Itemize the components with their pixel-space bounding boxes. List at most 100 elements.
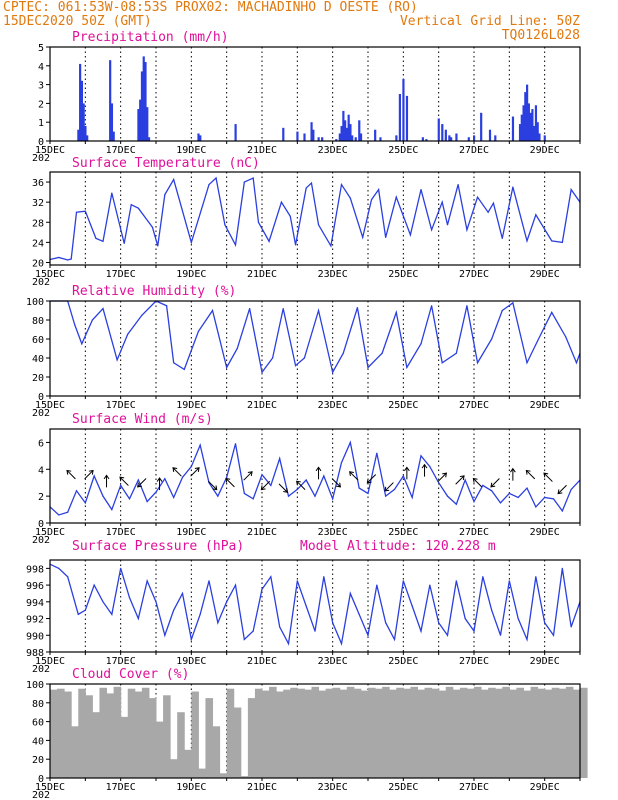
precip-bar [110, 103, 114, 141]
temp-xtick-label: 29DEC [530, 269, 560, 280]
pressure-point [155, 601, 157, 603]
wind-arrow-head [490, 482, 496, 488]
wind-arrow-head [349, 471, 354, 477]
wind-point [252, 498, 254, 500]
cloud-xtick-label: 19DEC [176, 782, 206, 793]
temp-point [84, 210, 86, 212]
pressure-point [296, 580, 298, 582]
precip-bar [86, 135, 89, 141]
temp-point [487, 211, 489, 213]
pressure-xtick-label: 29DEC [530, 656, 560, 667]
wind-arrow-shaft [207, 480, 218, 490]
wind-arrow-shaft [557, 484, 567, 494]
cloud-column [290, 687, 298, 778]
cloud-column [410, 686, 418, 778]
temp-point [234, 244, 237, 246]
temp-ytick-label: 24 [32, 238, 44, 249]
rh-xtick-label: 23DEC [318, 400, 348, 411]
rh-ytick-label: 0 [38, 392, 44, 403]
precip-bar [531, 109, 534, 141]
rh-point [127, 333, 129, 335]
cloud-column [502, 686, 510, 778]
wind-arrow-head [103, 474, 110, 480]
wind-arrow-shaft [84, 470, 94, 480]
wind-arrow-shaft [455, 475, 465, 485]
temp-point [370, 199, 373, 201]
pressure-ytick-label: 998 [26, 564, 44, 575]
rh-point [512, 302, 514, 304]
cloud-column [297, 688, 305, 778]
temp-year-label: 202 [32, 277, 50, 288]
precip-ytick-label: 2 [38, 99, 44, 110]
precip-xtick-label: 19DEC [176, 145, 206, 156]
wind-point [446, 495, 449, 497]
cloud-column [424, 687, 433, 778]
wind-point [349, 441, 351, 444]
rh-point [466, 305, 468, 307]
pressure-xtick-label: 19DEC [176, 656, 206, 667]
precip-bar [140, 71, 144, 141]
pressure-point [411, 605, 413, 607]
wind-arrow [103, 474, 110, 488]
pressure-point [464, 617, 466, 620]
wind-panel: Surface Wind (m/s) 0 2 4 6 15DEC 17DEC 19DEC 21D… [32, 412, 581, 546]
cloud-column [332, 687, 341, 778]
wind-point [508, 492, 510, 495]
wind-arrow-head [194, 467, 200, 473]
precip-bar [109, 60, 112, 141]
temp-xtick-label: 25DEC [388, 269, 418, 280]
temp-point [257, 221, 260, 223]
wind-arrow-head [510, 467, 516, 473]
pressure-point [137, 617, 139, 620]
wind-arrow-head [472, 477, 478, 483]
precip-xtick-label: 17DEC [106, 145, 136, 156]
precip-bar [197, 133, 200, 141]
temp-xtick-label: 23DEC [318, 269, 348, 280]
rh-point [431, 305, 433, 307]
wind-point [287, 495, 290, 497]
rh-point [197, 330, 199, 332]
cloud-column [325, 688, 334, 778]
precip-bar [359, 133, 363, 141]
cloud-column [50, 689, 58, 778]
rh-ytick-label: 80 [32, 316, 44, 327]
pressure-point [402, 580, 404, 582]
temp-point [67, 259, 69, 261]
cloud-column [565, 686, 574, 778]
rh-point [211, 309, 214, 312]
pressure-point [473, 630, 475, 632]
temp-point [215, 177, 217, 179]
pressure-point [517, 617, 519, 620]
rh-point [303, 357, 305, 359]
pressure-point [243, 638, 245, 641]
cloud-ytick-label: 40 [32, 736, 44, 747]
wind-arrow-head [296, 480, 301, 486]
wind-arrow [437, 472, 448, 482]
cloud-xtick-label: 15DEC [35, 782, 65, 793]
precip-bar [448, 135, 451, 141]
pressure-point [217, 622, 219, 624]
rh-point [537, 340, 539, 342]
pressure-point [429, 584, 431, 586]
precip-bar [374, 129, 377, 141]
temp-title: Surface Temperature (nC) [72, 156, 260, 171]
wind-arrow-head [212, 485, 218, 491]
precip-bar [296, 131, 299, 141]
rh-point [317, 309, 320, 312]
cloud-column [269, 686, 277, 778]
temp-point [340, 183, 343, 186]
header-grid-note: Vertical Grid Line: 50Z [400, 14, 580, 29]
pressure-point [438, 622, 440, 624]
cloud-column [71, 726, 79, 778]
temp-point [551, 240, 553, 242]
precip-panel: Precipitation (mm/h) 0 1 2 3 4 5 15DEC 17DEC 19DE… [32, 30, 581, 164]
pressure-series-line [49, 563, 581, 646]
wind-arrow-head [404, 466, 410, 472]
wind-point [270, 484, 272, 486]
temp-xtick-label: 19DEC [176, 269, 206, 280]
wind-arrow-shaft [472, 478, 483, 488]
wind-arrow-shaft [384, 482, 394, 492]
wind-arrow [510, 467, 516, 481]
temp-point [526, 240, 528, 242]
precip-bar [199, 135, 202, 141]
